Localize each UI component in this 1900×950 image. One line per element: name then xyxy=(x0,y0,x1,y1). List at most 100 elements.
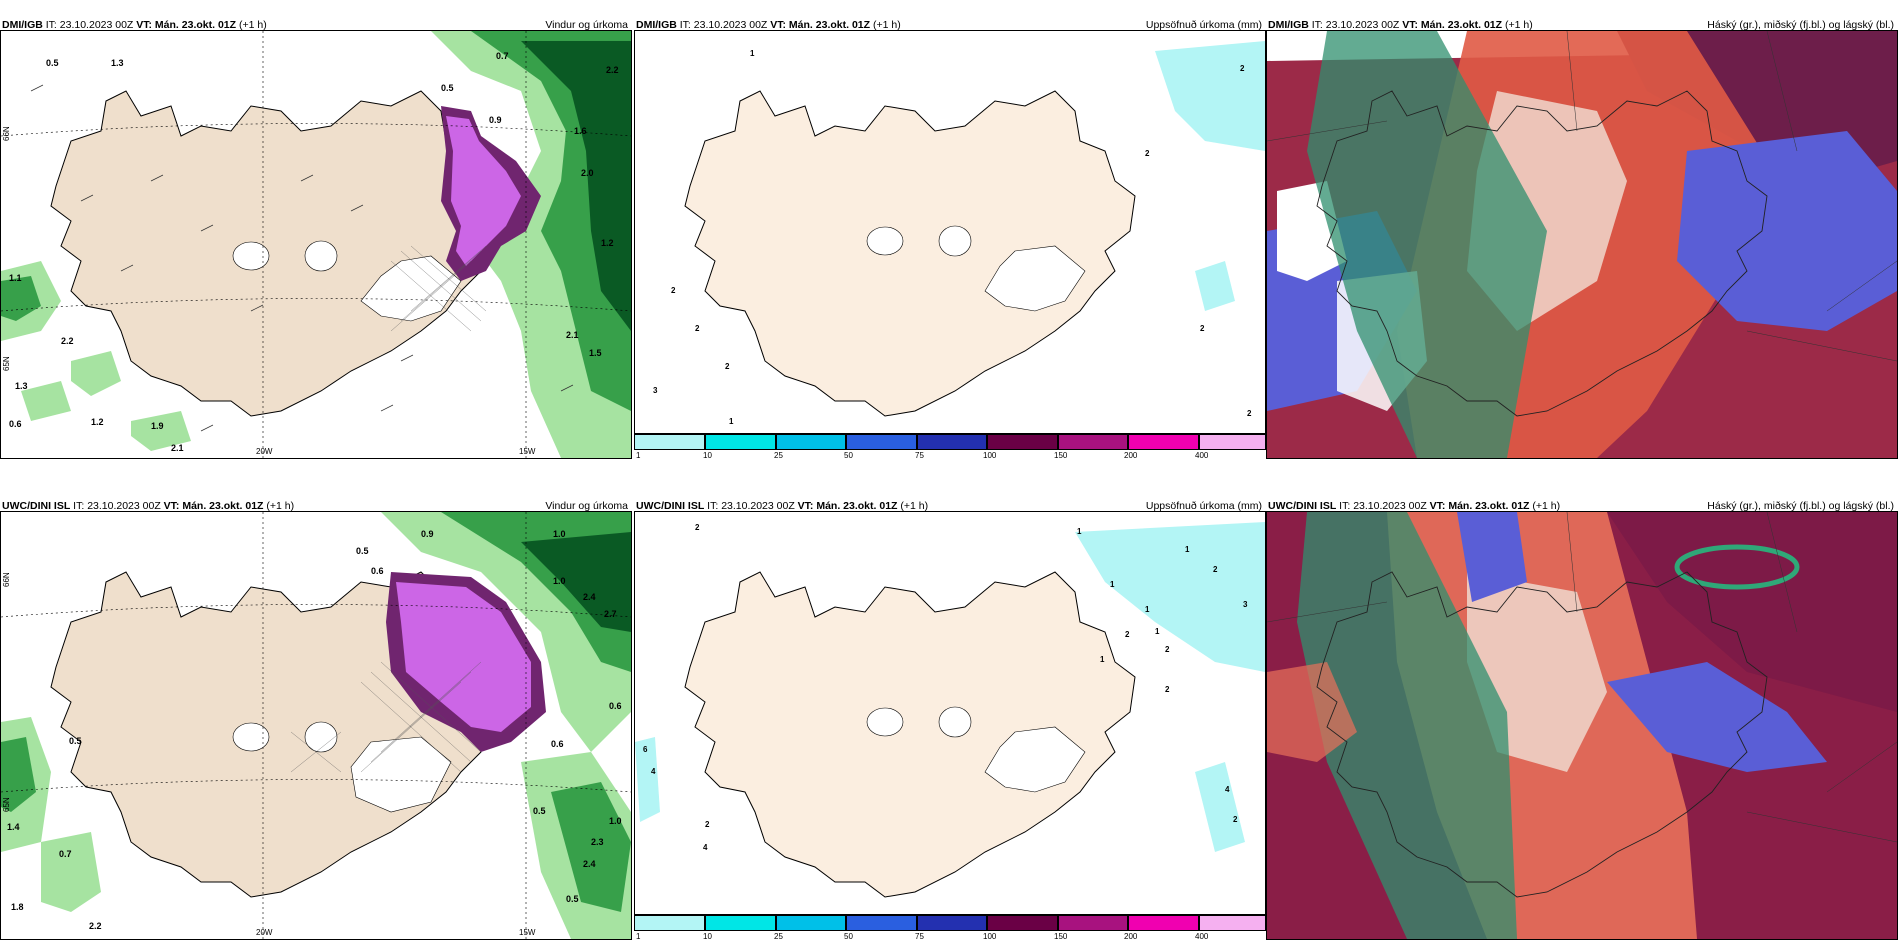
value-label: 0.7 xyxy=(59,849,72,859)
colorbar-segment xyxy=(634,434,705,450)
value-label: 1 xyxy=(1077,527,1082,536)
value-label: 2 xyxy=(1125,630,1130,639)
panel-title: Uppsöfnuð úrkoma (mm) xyxy=(1145,500,1262,512)
panel-header: UWC/DINI ISL IT: 23.10.2023 00Z VT: Mán.… xyxy=(0,496,632,516)
value-label: 1.5 xyxy=(589,348,602,358)
colorbar-segment xyxy=(776,915,846,931)
value-label: 2 xyxy=(725,362,730,371)
value-label: 1.4 xyxy=(7,822,20,832)
iceland-land xyxy=(684,571,1136,898)
colorbar-tick: 100 xyxy=(983,451,997,460)
panel-title: Vindur og úrkoma xyxy=(545,19,628,31)
value-label: 1.1 xyxy=(9,273,22,283)
colorbar-tick: 50 xyxy=(844,932,853,941)
panel-title: Uppsöfnuð úrkoma (mm) xyxy=(1145,19,1262,31)
colorbar: 1 10 25 50 75 100 150 200 400 xyxy=(634,434,1266,460)
valid-time: VT: Mán. 23.okt. 01Z xyxy=(770,19,871,31)
panel-clouds-dmi: DMI/IGB IT: 23.10.2023 00Z VT: Mán. 23.o… xyxy=(1266,15,1898,459)
colorbar-segment xyxy=(776,434,846,450)
value-label: 1.9 xyxy=(151,421,164,431)
map-area[interactable]: 0.5 0.7 2.2 1.6 2.0 1.2 2.1 1.5 1.1 2.2 … xyxy=(0,30,632,459)
value-label: 4 xyxy=(651,767,656,776)
init-time: 23.10.2023 00Z xyxy=(1325,19,1400,31)
value-label: 2.2 xyxy=(61,336,74,346)
value-label: 0.7 xyxy=(496,51,509,61)
map-area[interactable] xyxy=(1266,511,1898,940)
value-label: 2 xyxy=(1233,815,1238,824)
map-area[interactable]: 1.0 0.5 0.6 0.9 2.4 2.7 1.0 0.6 0.6 0.5 … xyxy=(0,511,632,940)
colorbar-tick: 200 xyxy=(1124,451,1138,460)
value-label: 1.2 xyxy=(601,238,614,248)
panel-wind-precip-dmi: DMI/IGB IT: 23.10.2023 00Z VT: Mán. 23.o… xyxy=(0,15,632,459)
colorbar-tick: 25 xyxy=(774,451,783,460)
colorbar-tick: 150 xyxy=(1054,932,1068,941)
value-label: 2 xyxy=(705,820,710,829)
map-area[interactable] xyxy=(1266,30,1898,459)
value-label: 1 xyxy=(1185,545,1190,554)
colorbar-tick: 75 xyxy=(915,451,924,460)
value-label: 2 xyxy=(695,523,700,532)
colorbar-segment xyxy=(846,434,917,450)
value-label: 2.1 xyxy=(566,330,579,340)
value-label: 0.5 xyxy=(46,58,59,68)
colorbar-tick: 10 xyxy=(703,451,712,460)
panel-title: Háský (gr.), miðský (fj.bl.) og lágský (… xyxy=(1707,500,1894,512)
panel-header: DMI/IGB IT: 23.10.2023 00Z VT: Mán. 23.o… xyxy=(1266,15,1898,35)
value-label: 2 xyxy=(1213,565,1218,574)
value-label: 2.4 xyxy=(583,592,596,602)
panel-accum-precip-dmi: DMI/IGB IT: 23.10.2023 00Z VT: Mán. 23.o… xyxy=(634,15,1266,460)
colorbar-segment xyxy=(705,434,776,450)
value-label: 2.2 xyxy=(89,921,102,931)
colorbar-segment xyxy=(1058,434,1128,450)
value-label: 6 xyxy=(643,745,648,754)
lead-time: (+1 h) xyxy=(900,500,929,512)
colorbar-segment xyxy=(987,434,1058,450)
value-label: 1 xyxy=(750,49,755,58)
value-label: 2 xyxy=(695,324,700,333)
colorbar-tick: 10 xyxy=(703,932,712,941)
colorbar: 1 10 25 50 75 100 150 200 400 xyxy=(634,915,1266,941)
colorbar-tick: 1 xyxy=(636,451,641,460)
lat-label: 65N xyxy=(2,356,11,371)
panel-header: DMI/IGB IT: 23.10.2023 00Z VT: Mán. 23.o… xyxy=(634,15,1266,35)
colorbar-segment xyxy=(846,915,917,931)
it-label: IT: xyxy=(707,500,719,512)
colorbar-tick: 75 xyxy=(915,932,924,941)
colorbar-tick: 1 xyxy=(636,932,641,941)
colorbar-tick: 100 xyxy=(983,932,997,941)
value-label: 0.9 xyxy=(489,115,502,125)
value-label: 1.0 xyxy=(609,816,622,826)
value-label: 3 xyxy=(653,386,658,395)
lead-time: (+1 h) xyxy=(1532,500,1561,512)
map-area[interactable]: 1 2 2 2 2 2 2 2 3 1 xyxy=(634,30,1266,434)
colorbar-segment xyxy=(1199,915,1266,931)
colorbar-tick: 400 xyxy=(1195,932,1209,941)
colorbar-tick: 25 xyxy=(774,932,783,941)
colorbar-segment xyxy=(987,915,1058,931)
value-label: 0.6 xyxy=(551,739,564,749)
colorbar-segment xyxy=(1058,915,1128,931)
value-label: 1 xyxy=(1100,655,1105,664)
model-name: UWC/DINI ISL xyxy=(636,500,705,512)
value-label: 0.9 xyxy=(421,529,434,539)
value-label: 1 xyxy=(1145,605,1150,614)
value-label: 0.5 xyxy=(441,83,454,93)
value-label: 1 xyxy=(729,417,734,426)
init-time: 23.10.2023 00Z xyxy=(693,19,768,31)
panel-wind-precip-uwc: UWC/DINI ISL IT: 23.10.2023 00Z VT: Mán.… xyxy=(0,496,632,940)
value-label: 4 xyxy=(1225,785,1230,794)
it-label: IT: xyxy=(73,500,85,512)
value-label: 1.0 xyxy=(553,576,566,586)
value-label: 1 xyxy=(1155,627,1160,636)
model-name: UWC/DINI ISL xyxy=(2,500,71,512)
value-label: 0.5 xyxy=(566,894,579,904)
valid-time: VT: Mán. 23.okt. 01Z xyxy=(136,19,237,31)
model-name: DMI/IGB xyxy=(636,19,677,31)
value-label: 1.0 xyxy=(553,529,566,539)
lon-label: 15W xyxy=(519,928,536,937)
colorbar-segment xyxy=(917,434,987,450)
value-label: 2 xyxy=(1165,645,1170,654)
value-label: 1.3 xyxy=(111,58,124,68)
value-label: 2.1 xyxy=(171,443,184,453)
map-area[interactable]: 2 1 1 2 1 1 1 3 2 1 2 4 2 2 6 4 2 4 xyxy=(634,511,1266,915)
